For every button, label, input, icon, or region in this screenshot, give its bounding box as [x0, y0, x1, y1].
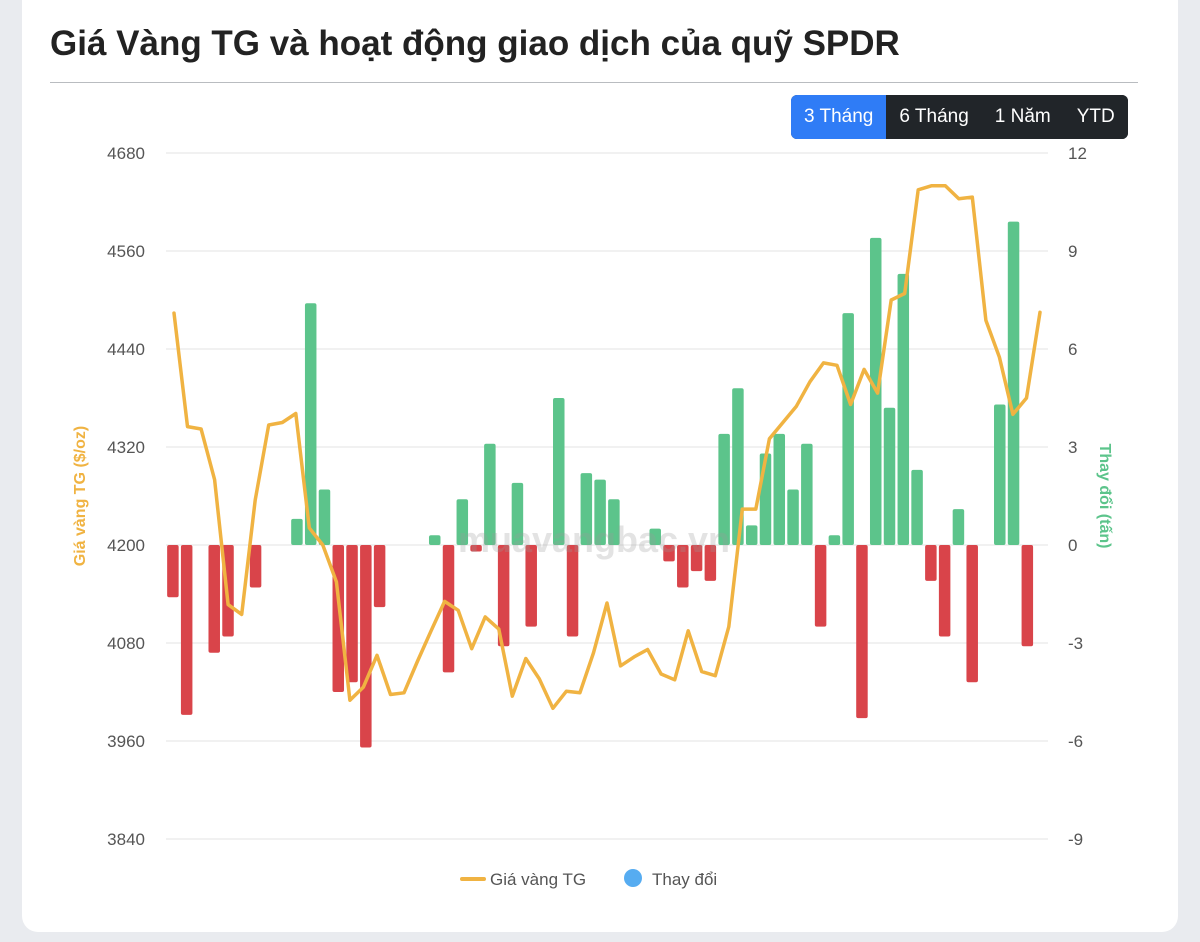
right-tick-label: 6 — [1068, 340, 1077, 359]
left-tick-label: 4200 — [107, 536, 145, 555]
right-tick-label: 12 — [1068, 144, 1087, 163]
flow-bar[interactable] — [801, 443, 813, 545]
flow-bar[interactable] — [1007, 221, 1020, 545]
flow-bar[interactable] — [180, 545, 193, 715]
flow-bar[interactable] — [883, 407, 896, 545]
flow-bar[interactable] — [690, 545, 703, 572]
flow-bar[interactable] — [842, 313, 854, 545]
left-tick-label: 4560 — [107, 242, 145, 261]
price-line — [172, 183, 1042, 711]
flow-bar[interactable] — [428, 535, 441, 545]
flow-bar[interactable] — [704, 545, 717, 581]
flow-bar[interactable] — [938, 545, 951, 637]
flow-bar[interactable] — [511, 482, 524, 545]
legend-price-label[interactable]: Giá vàng TG — [490, 870, 586, 889]
flow-bar[interactable] — [525, 545, 537, 627]
flow-bar[interactable] — [718, 433, 730, 545]
flow-bar[interactable] — [649, 528, 661, 545]
flow-bar[interactable] — [291, 518, 303, 545]
flow-bar[interactable] — [1021, 545, 1034, 647]
flow-bar[interactable] — [456, 499, 469, 545]
right-tick-label: 9 — [1068, 242, 1077, 261]
watermark-text: muavangbac.vn — [458, 519, 730, 560]
flow-bar[interactable] — [346, 545, 358, 683]
flow-bar[interactable] — [994, 404, 1006, 545]
left-tick-label: 4680 — [107, 144, 145, 163]
flow-bar[interactable] — [442, 545, 455, 673]
right-tick-label: -9 — [1068, 830, 1083, 849]
flow-bar[interactable] — [966, 545, 978, 683]
range-button-3-months[interactable]: 3 Tháng — [791, 95, 887, 139]
flow-bar[interactable] — [594, 479, 606, 545]
flow-bar[interactable] — [497, 545, 510, 647]
left-tick-label: 4440 — [107, 340, 145, 359]
flow-bar[interactable] — [856, 545, 868, 719]
flow-bar[interactable] — [952, 509, 965, 545]
flow-bar[interactable] — [249, 545, 262, 588]
left-axis-ticks: 4680 4560 4440 4320 4200 4080 3960 3840 — [107, 144, 145, 849]
flow-bar[interactable] — [360, 545, 372, 748]
flow-bar[interactable] — [167, 545, 179, 598]
chart-card — [22, 0, 1178, 932]
left-tick-label: 3960 — [107, 732, 145, 751]
legend-change-label[interactable]: Thay đổi — [652, 870, 717, 889]
range-selector: 3 Tháng 6 Tháng 1 Năm YTD — [791, 95, 1128, 139]
flow-bar[interactable] — [925, 545, 937, 581]
right-tick-label: -6 — [1068, 732, 1083, 751]
range-button-6-months[interactable]: 6 Tháng — [886, 95, 982, 139]
flow-bar[interactable] — [677, 545, 689, 588]
price-series-line[interactable] — [172, 183, 1042, 711]
flow-bar[interactable] — [484, 443, 496, 545]
flow-bar[interactable] — [566, 545, 579, 637]
flow-bar[interactable] — [732, 388, 744, 545]
left-axis-title: Giá vàng TG ($/oz) — [72, 426, 89, 566]
left-tick-label: 4320 — [107, 438, 145, 457]
flow-bar[interactable] — [745, 525, 758, 545]
right-tick-label: 0 — [1068, 536, 1077, 555]
flow-bar[interactable] — [608, 499, 620, 545]
flow-bar[interactable] — [553, 398, 565, 545]
right-axis-title: Thay đổi (tấn) — [1096, 444, 1114, 549]
flow-bar[interactable] — [663, 545, 675, 562]
right-axis-ticks: 12 9 6 3 0 -3 -6 -9 — [1068, 144, 1087, 849]
legend: Giá vàng TG Thay đổi — [460, 869, 717, 889]
flow-bar[interactable] — [208, 545, 220, 653]
flow-bar[interactable] — [828, 535, 841, 545]
flow-bar[interactable] — [773, 433, 786, 545]
range-button-1-year[interactable]: 1 Năm — [981, 95, 1064, 139]
flow-bar[interactable] — [787, 489, 799, 545]
legend-change-dot[interactable] — [624, 869, 642, 887]
flow-bar[interactable] — [814, 545, 827, 627]
left-tick-label: 4080 — [107, 634, 145, 653]
left-tick-label: 3840 — [107, 830, 145, 849]
flow-bar[interactable] — [911, 469, 923, 545]
title-divider — [50, 82, 1138, 83]
right-tick-label: 3 — [1068, 438, 1077, 457]
flow-bar[interactable] — [318, 489, 331, 545]
flow-bar[interactable] — [470, 545, 482, 552]
flow-bars — [167, 221, 1034, 748]
range-button-ytd[interactable]: YTD — [1063, 95, 1128, 139]
right-tick-label: -3 — [1068, 634, 1083, 653]
flow-bar[interactable] — [897, 273, 910, 545]
flow-bar[interactable] — [580, 473, 593, 545]
page-title: Giá Vàng TG và hoạt động giao dịch của q… — [50, 24, 900, 63]
flow-bar[interactable] — [373, 545, 386, 608]
flow-bar[interactable] — [304, 303, 317, 545]
